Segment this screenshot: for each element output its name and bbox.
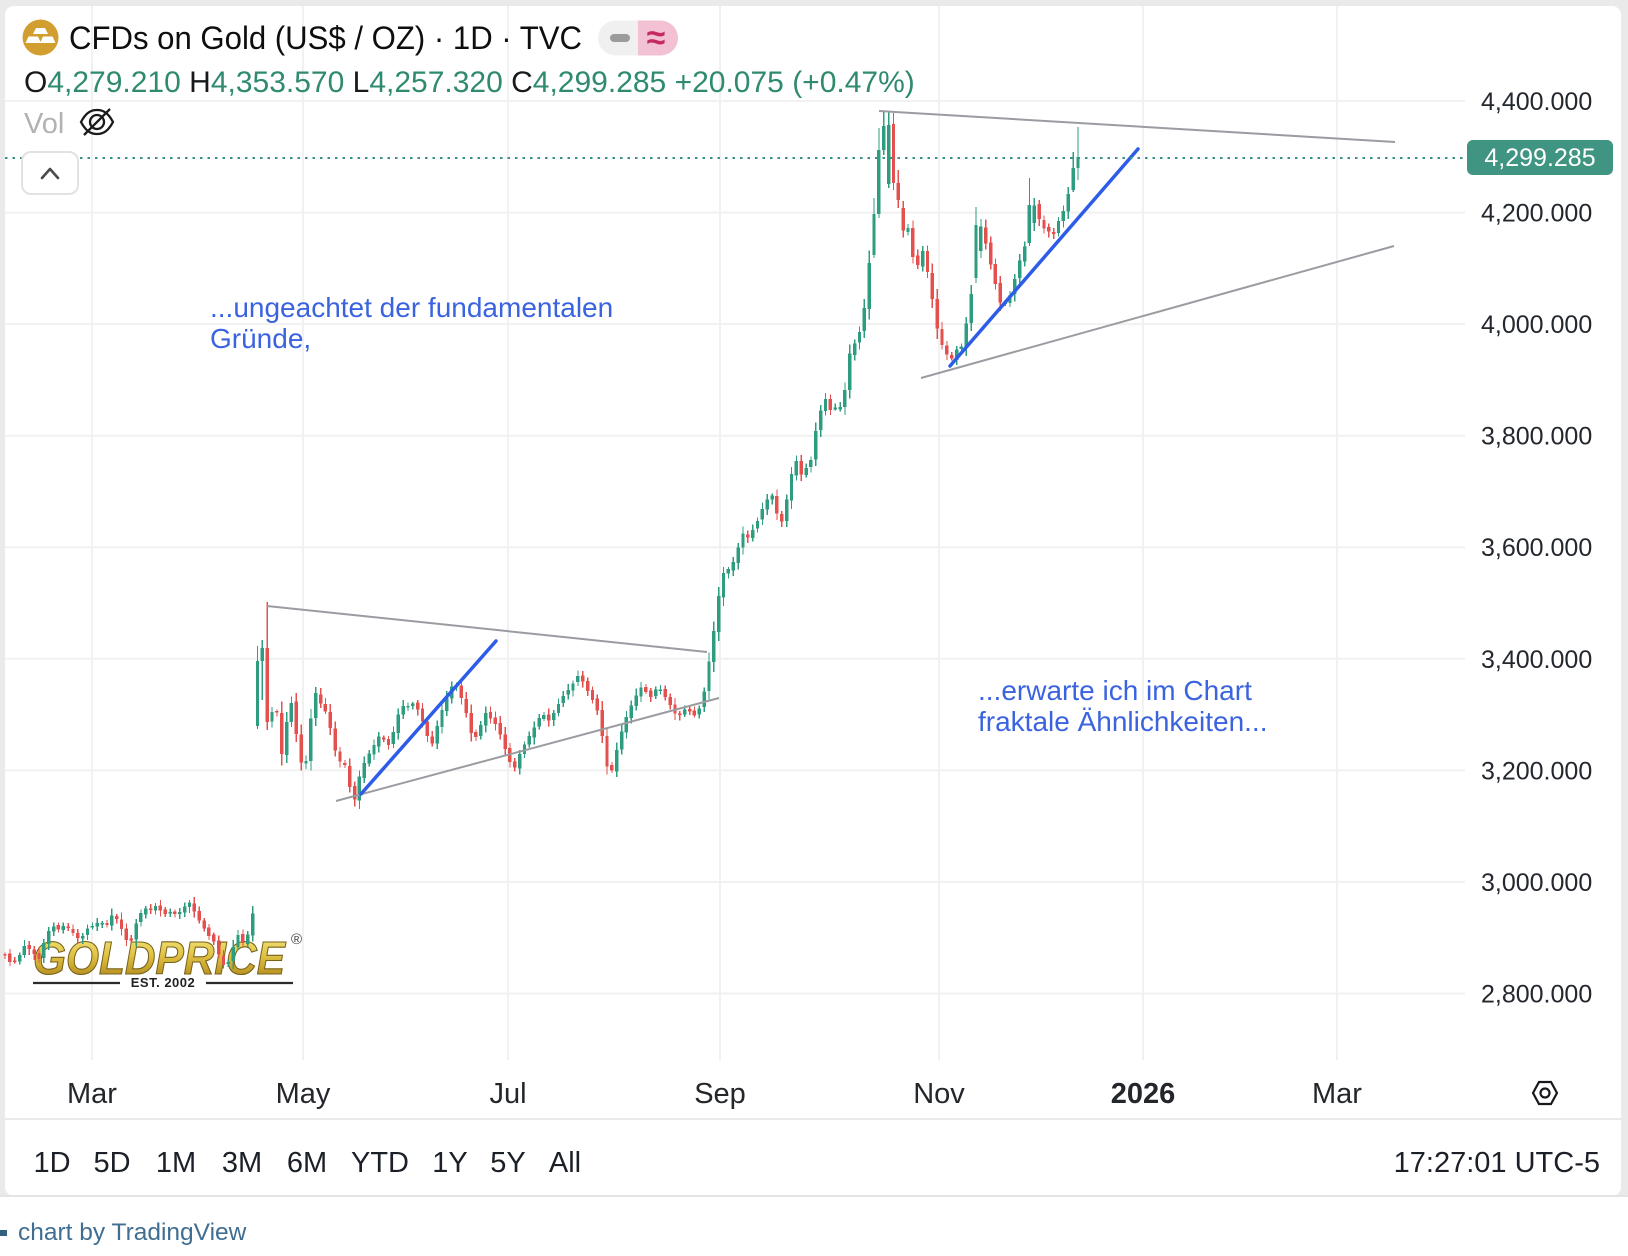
svg-text:...erwarte ich im Chart: ...erwarte ich im Chart [978,675,1252,706]
svg-text:®: ® [291,931,302,948]
svg-text:1M: 1M [156,1147,196,1179]
svg-text:17:27:01 UTC-5: 17:27:01 UTC-5 [1394,1147,1600,1179]
svg-text:Sep: Sep [694,1078,746,1110]
svg-text:3,800.000: 3,800.000 [1481,423,1592,451]
svg-text:5Y: 5Y [490,1147,525,1179]
svg-text:O4,279.210 H4,353.570 L4,257: O4,279.210 H4,353.570 L4,257.320 C4,299.… [24,66,915,99]
svg-text:All: All [549,1147,581,1179]
svg-text:fraktale Ähnlichkeiten...: fraktale Ähnlichkeiten... [978,706,1268,737]
svg-text:Gründe,: Gründe, [210,323,311,354]
svg-text:chart by TradingView: chart by TradingView [18,1219,247,1246]
svg-text:2,800.000: 2,800.000 [1481,981,1592,1009]
svg-text:4,400.000: 4,400.000 [1481,88,1592,116]
svg-text:...ungeachtet der fundamentale: ...ungeachtet der fundamentalen [210,292,613,323]
svg-text:5D: 5D [93,1147,130,1179]
svg-text:Jul: Jul [489,1078,526,1110]
svg-text:Nov: Nov [913,1078,965,1110]
svg-text:2026: 2026 [1111,1078,1176,1110]
svg-text:≈: ≈ [647,19,666,57]
svg-text:3,200.000: 3,200.000 [1481,757,1592,785]
svg-text:1Y: 1Y [432,1147,467,1179]
svg-text:3M: 3M [222,1147,262,1179]
svg-text:YTD: YTD [351,1147,409,1179]
svg-text:6M: 6M [287,1147,327,1179]
svg-text:Mar: Mar [1312,1078,1362,1110]
svg-text:1D: 1D [33,1147,70,1179]
svg-text:4,200.000: 4,200.000 [1481,200,1592,228]
svg-text:CFDs on Gold (US$ / OZ) · 1D ·: CFDs on Gold (US$ / OZ) · 1D · TVC [69,20,582,56]
svg-text:4,000.000: 4,000.000 [1481,311,1592,339]
svg-text:Mar: Mar [67,1078,117,1110]
svg-text:3,000.000: 3,000.000 [1481,869,1592,897]
svg-text:3,600.000: 3,600.000 [1481,534,1592,562]
svg-text:3,400.000: 3,400.000 [1481,646,1592,674]
svg-text:4,299.285: 4,299.285 [1484,144,1595,172]
svg-text:May: May [276,1078,331,1110]
svg-text:EST. 2002: EST. 2002 [131,975,196,990]
svg-text:Vol: Vol [24,108,64,140]
